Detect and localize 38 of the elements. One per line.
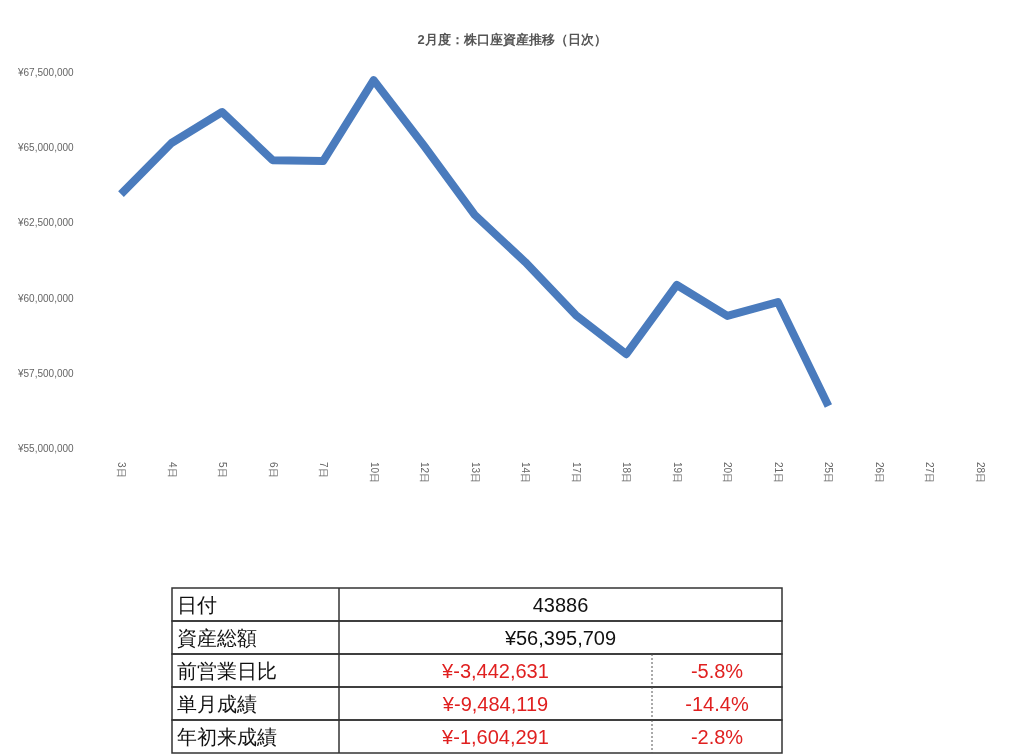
text: 日付 (177, 594, 217, 616)
y-tick-label: ¥55,000,000 (17, 443, 75, 454)
y-tick-label: ¥57,500,000 (17, 367, 75, 379)
text: -2.8% (690, 726, 744, 748)
x-tick-label: 12日 (419, 462, 431, 484)
x-tick-label: 5日 (217, 462, 229, 478)
y-tick-label: ¥60,000,000 (17, 292, 75, 304)
x-tick-label: 4日 (166, 462, 178, 478)
x-tick-label: 20日 (722, 462, 734, 484)
x-tick-label: 21日 (772, 462, 784, 484)
y-tick-label: ¥67,500,000 (17, 67, 75, 78)
y-tick-label: ¥65,000,000 (17, 142, 75, 154)
text: 43886 (532, 594, 589, 616)
text: ¥-1,604,291 (441, 726, 549, 748)
x-tick-label: 13日 (469, 462, 481, 484)
x-tick-label: 3日 (116, 462, 127, 478)
text: ¥-3,442,631 (441, 660, 549, 682)
x-tick-label: 18日 (621, 462, 633, 484)
text: ¥-9,484,119 (441, 693, 549, 715)
x-tick-label: 19日 (671, 462, 683, 484)
x-tick-label: 25日 (823, 462, 835, 484)
x-tick-label: 28日 (975, 462, 986, 484)
text: 単月成績 (177, 693, 257, 715)
x-tick-label: 14日 (520, 462, 532, 484)
y-tick-label: ¥62,500,000 (17, 217, 75, 229)
x-tick-label: 26日 (873, 462, 885, 484)
text: 前営業日比 (177, 660, 277, 682)
text: 資産総額 (177, 627, 257, 649)
x-tick-label: 10日 (368, 462, 380, 484)
chart-title: 2月度：株口座資産推移（日次） (417, 32, 607, 47)
x-tick-label: 7日 (318, 462, 330, 478)
text: -14.4% (685, 693, 749, 715)
text: ¥56,395,709 (503, 627, 617, 649)
x-tick-label: 27日 (924, 462, 936, 484)
x-tick-label: 17日 (570, 462, 582, 484)
x-tick-label: 6日 (267, 462, 279, 478)
text: -5.8% (690, 660, 744, 682)
text: 年初来成績 (177, 726, 277, 748)
